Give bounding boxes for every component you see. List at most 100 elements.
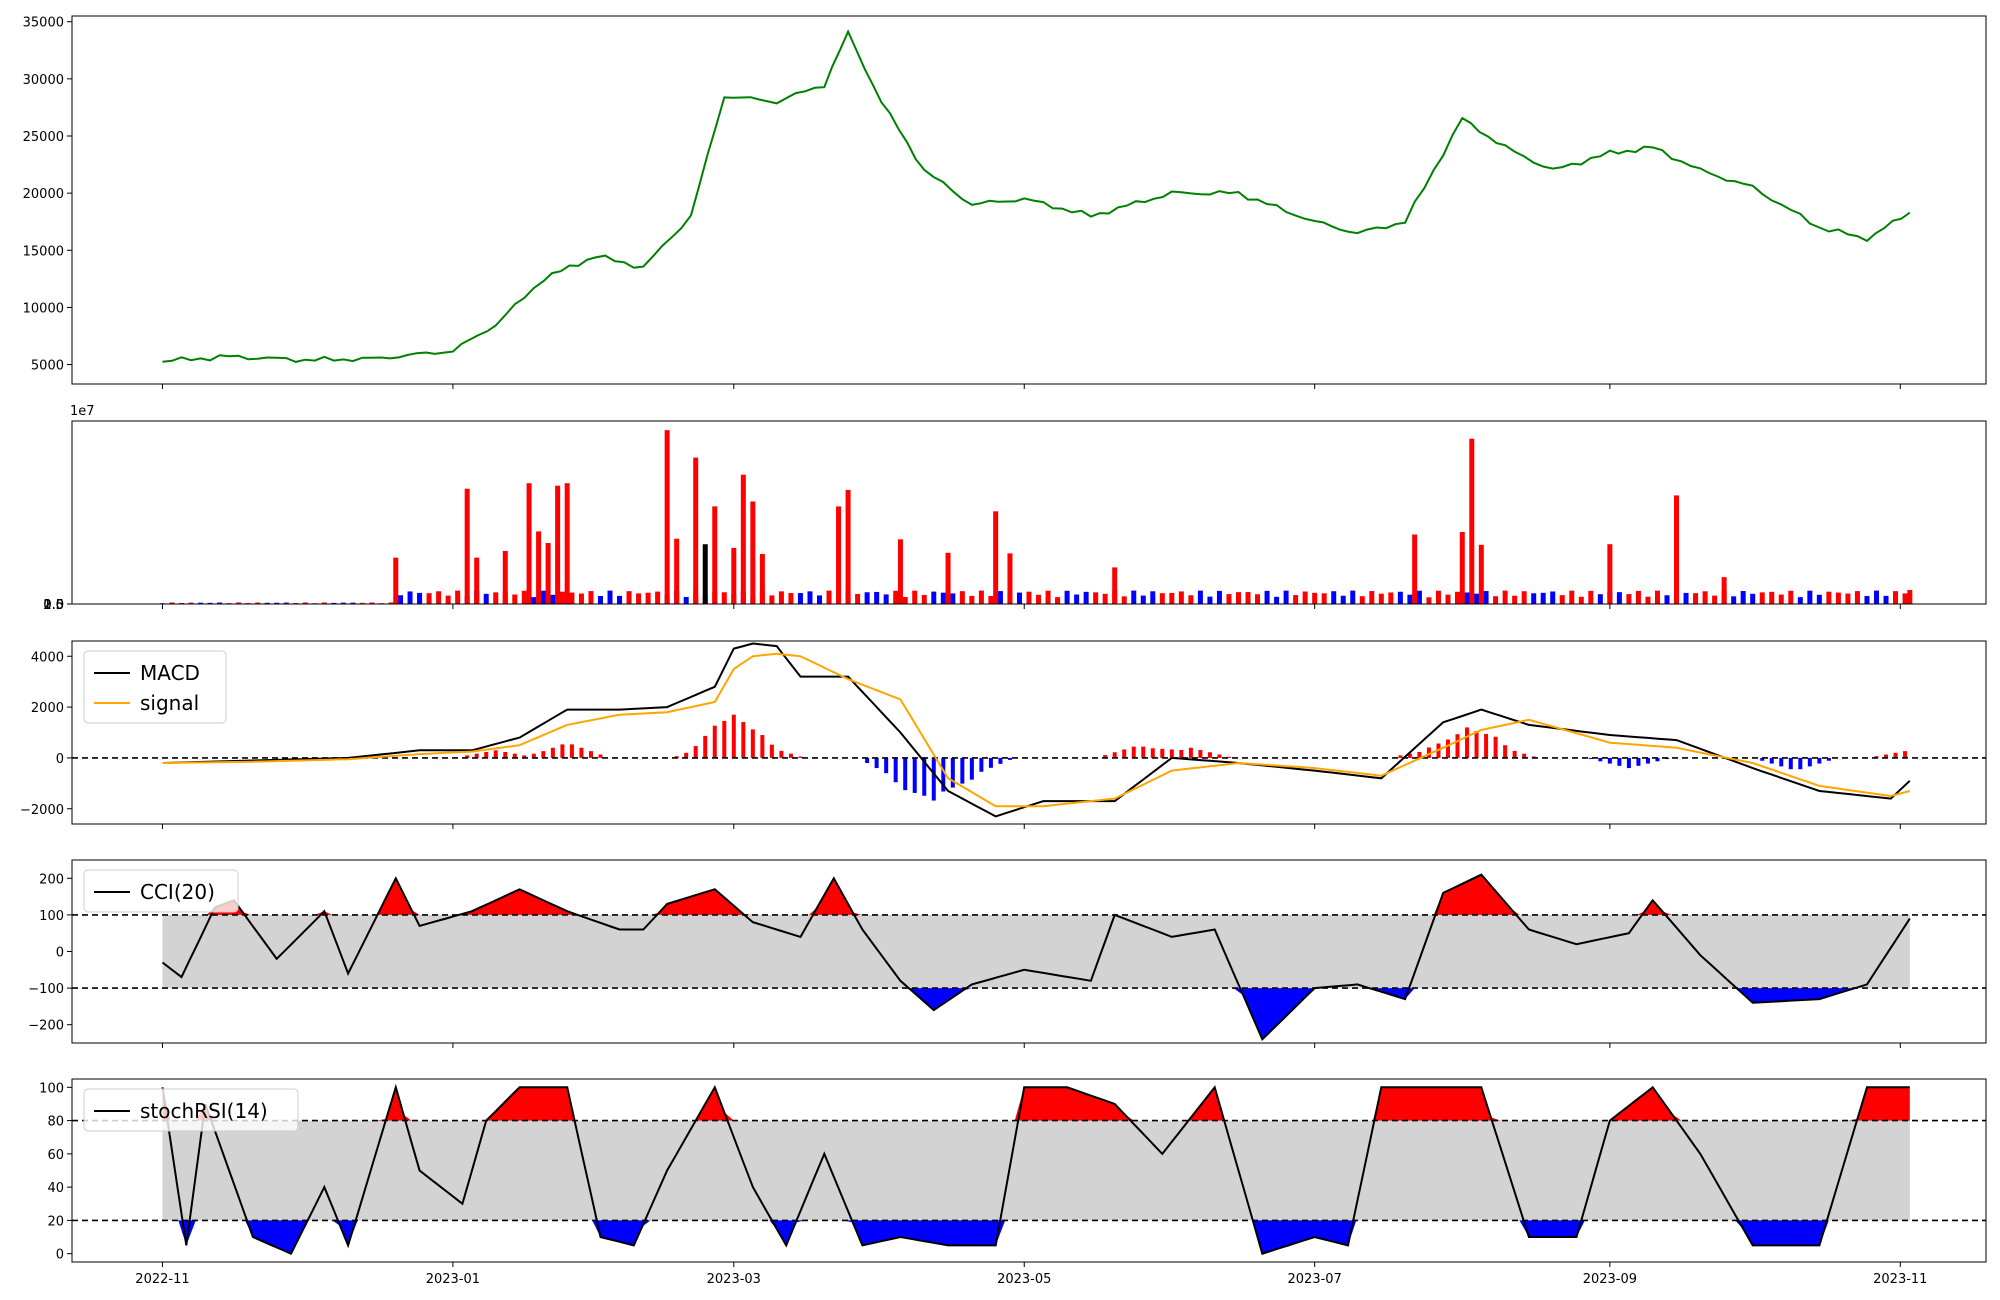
volume-bar	[931, 591, 937, 604]
macd-histogram-bar	[1645, 757, 1650, 764]
volume-bar	[302, 602, 308, 604]
volume-bar	[1159, 593, 1165, 604]
volume-bar	[1102, 593, 1108, 604]
volume-ytick-label: 2.5	[43, 598, 64, 613]
volume-bar	[1626, 594, 1632, 604]
macd-histogram-bar	[912, 757, 917, 793]
volume-bar	[978, 590, 984, 604]
macd-histogram-bar	[1588, 757, 1593, 760]
stochrsi-ytick-label: 40	[47, 1181, 64, 1196]
macd-histogram-bar	[474, 753, 479, 758]
volume-bar	[188, 602, 194, 604]
volume-bar	[636, 593, 642, 604]
volume-bar	[1378, 593, 1384, 604]
volume-bar	[1216, 590, 1222, 604]
volume-bar	[274, 602, 280, 604]
macd-histogram-bar	[684, 752, 689, 758]
volume-bar	[1854, 591, 1860, 604]
volume-bar	[283, 602, 289, 604]
volume-spike-bar	[674, 538, 680, 604]
macd-histogram-bar	[465, 755, 470, 758]
volume-bar	[1616, 592, 1622, 604]
macd-histogram-bar	[560, 744, 565, 758]
volume-spike-bar	[1459, 532, 1465, 604]
volume-bar	[1435, 590, 1441, 604]
x-tick-label: 2022-11	[135, 1272, 189, 1287]
volume-bar	[1797, 597, 1803, 604]
macd-histogram-bar	[1636, 757, 1641, 766]
volume-bar	[1369, 591, 1375, 604]
volume-bar	[264, 602, 270, 604]
price-ytick-label: 10000	[23, 301, 64, 316]
volume-spike-bar	[1469, 438, 1475, 604]
volume-ytick-label: 1.0	[43, 598, 64, 613]
macd-histogram-bar	[865, 757, 870, 763]
volume-bar	[645, 592, 651, 604]
macd-ytick-label: 4000	[31, 650, 64, 665]
macd-legend-label: MACD	[140, 661, 200, 685]
volume-spike-bar	[464, 488, 470, 604]
macd-histogram-bar	[884, 757, 889, 774]
volume-bar	[921, 594, 927, 604]
volume-bar	[1712, 595, 1718, 604]
volume-bar	[1407, 594, 1413, 604]
volume-bar	[1493, 596, 1499, 604]
macd-histogram-bar	[1455, 734, 1460, 758]
volume-bar	[350, 602, 356, 604]
volume-bar	[1645, 596, 1651, 604]
volume-bar	[1816, 594, 1822, 604]
volume-bar	[1740, 590, 1746, 604]
volume-ytick-label: 1.5	[43, 598, 64, 613]
macd-histogram-bar	[541, 751, 546, 758]
volume-bar	[1197, 590, 1203, 604]
macd-histogram-bar	[1465, 727, 1470, 758]
volume-bar	[569, 592, 575, 604]
stochrsi-frame	[71, 1078, 1987, 1263]
macd-histogram-bar	[1150, 748, 1155, 758]
macd-histogram-bar	[1788, 757, 1793, 770]
x-tick-label: 2023-09	[1583, 1272, 1637, 1287]
volume-bar	[388, 602, 394, 604]
macd-histogram-bar	[493, 750, 498, 758]
volume-bar	[1455, 591, 1461, 604]
macd-histogram-bar	[969, 757, 974, 780]
macd-histogram-bar	[1407, 753, 1412, 758]
cci-ytick-label: −100	[28, 982, 64, 997]
stochrsi-ytick-label: 20	[47, 1214, 64, 1229]
cci-overbought-fill	[162, 874, 1910, 915]
volume-bar	[1026, 591, 1032, 604]
volume-bar	[369, 602, 375, 604]
price-ytick-label: 15000	[23, 244, 64, 259]
volume-spike-bar	[693, 457, 699, 604]
volume-bar	[997, 591, 1003, 604]
volume-bar	[1578, 596, 1584, 604]
macd-histogram-bar	[788, 753, 793, 758]
macd-frame	[71, 640, 1987, 825]
volume-bar	[445, 595, 451, 604]
volume-bar	[1321, 593, 1327, 604]
macd-histogram-bar	[731, 714, 736, 758]
volume-bar	[169, 602, 175, 604]
macd-histogram-bar	[760, 735, 765, 758]
volume-bar	[217, 602, 223, 604]
volume-bar	[855, 593, 861, 604]
macd-histogram-bar	[1655, 757, 1660, 762]
volume-bar	[1121, 596, 1127, 604]
volume-bar	[988, 596, 994, 604]
volume-bar	[769, 595, 775, 604]
macd-histogram-bar	[550, 747, 555, 758]
volume-bar	[578, 593, 584, 604]
cci-ytick-label: 200	[39, 872, 64, 887]
volume-bar	[1245, 592, 1251, 604]
macd-histogram-bar	[1426, 747, 1431, 758]
volume-bar	[1207, 596, 1213, 604]
volume-bar	[1769, 591, 1775, 604]
macd-legend-label: signal	[140, 691, 199, 715]
volume-bar	[255, 602, 261, 604]
stochrsi-ytick-label: 80	[47, 1115, 64, 1130]
volume-bar	[588, 591, 594, 604]
macd-histogram-bar	[512, 753, 517, 758]
macd-histogram-bar	[1874, 756, 1879, 758]
macd-histogram-bar	[960, 757, 965, 784]
